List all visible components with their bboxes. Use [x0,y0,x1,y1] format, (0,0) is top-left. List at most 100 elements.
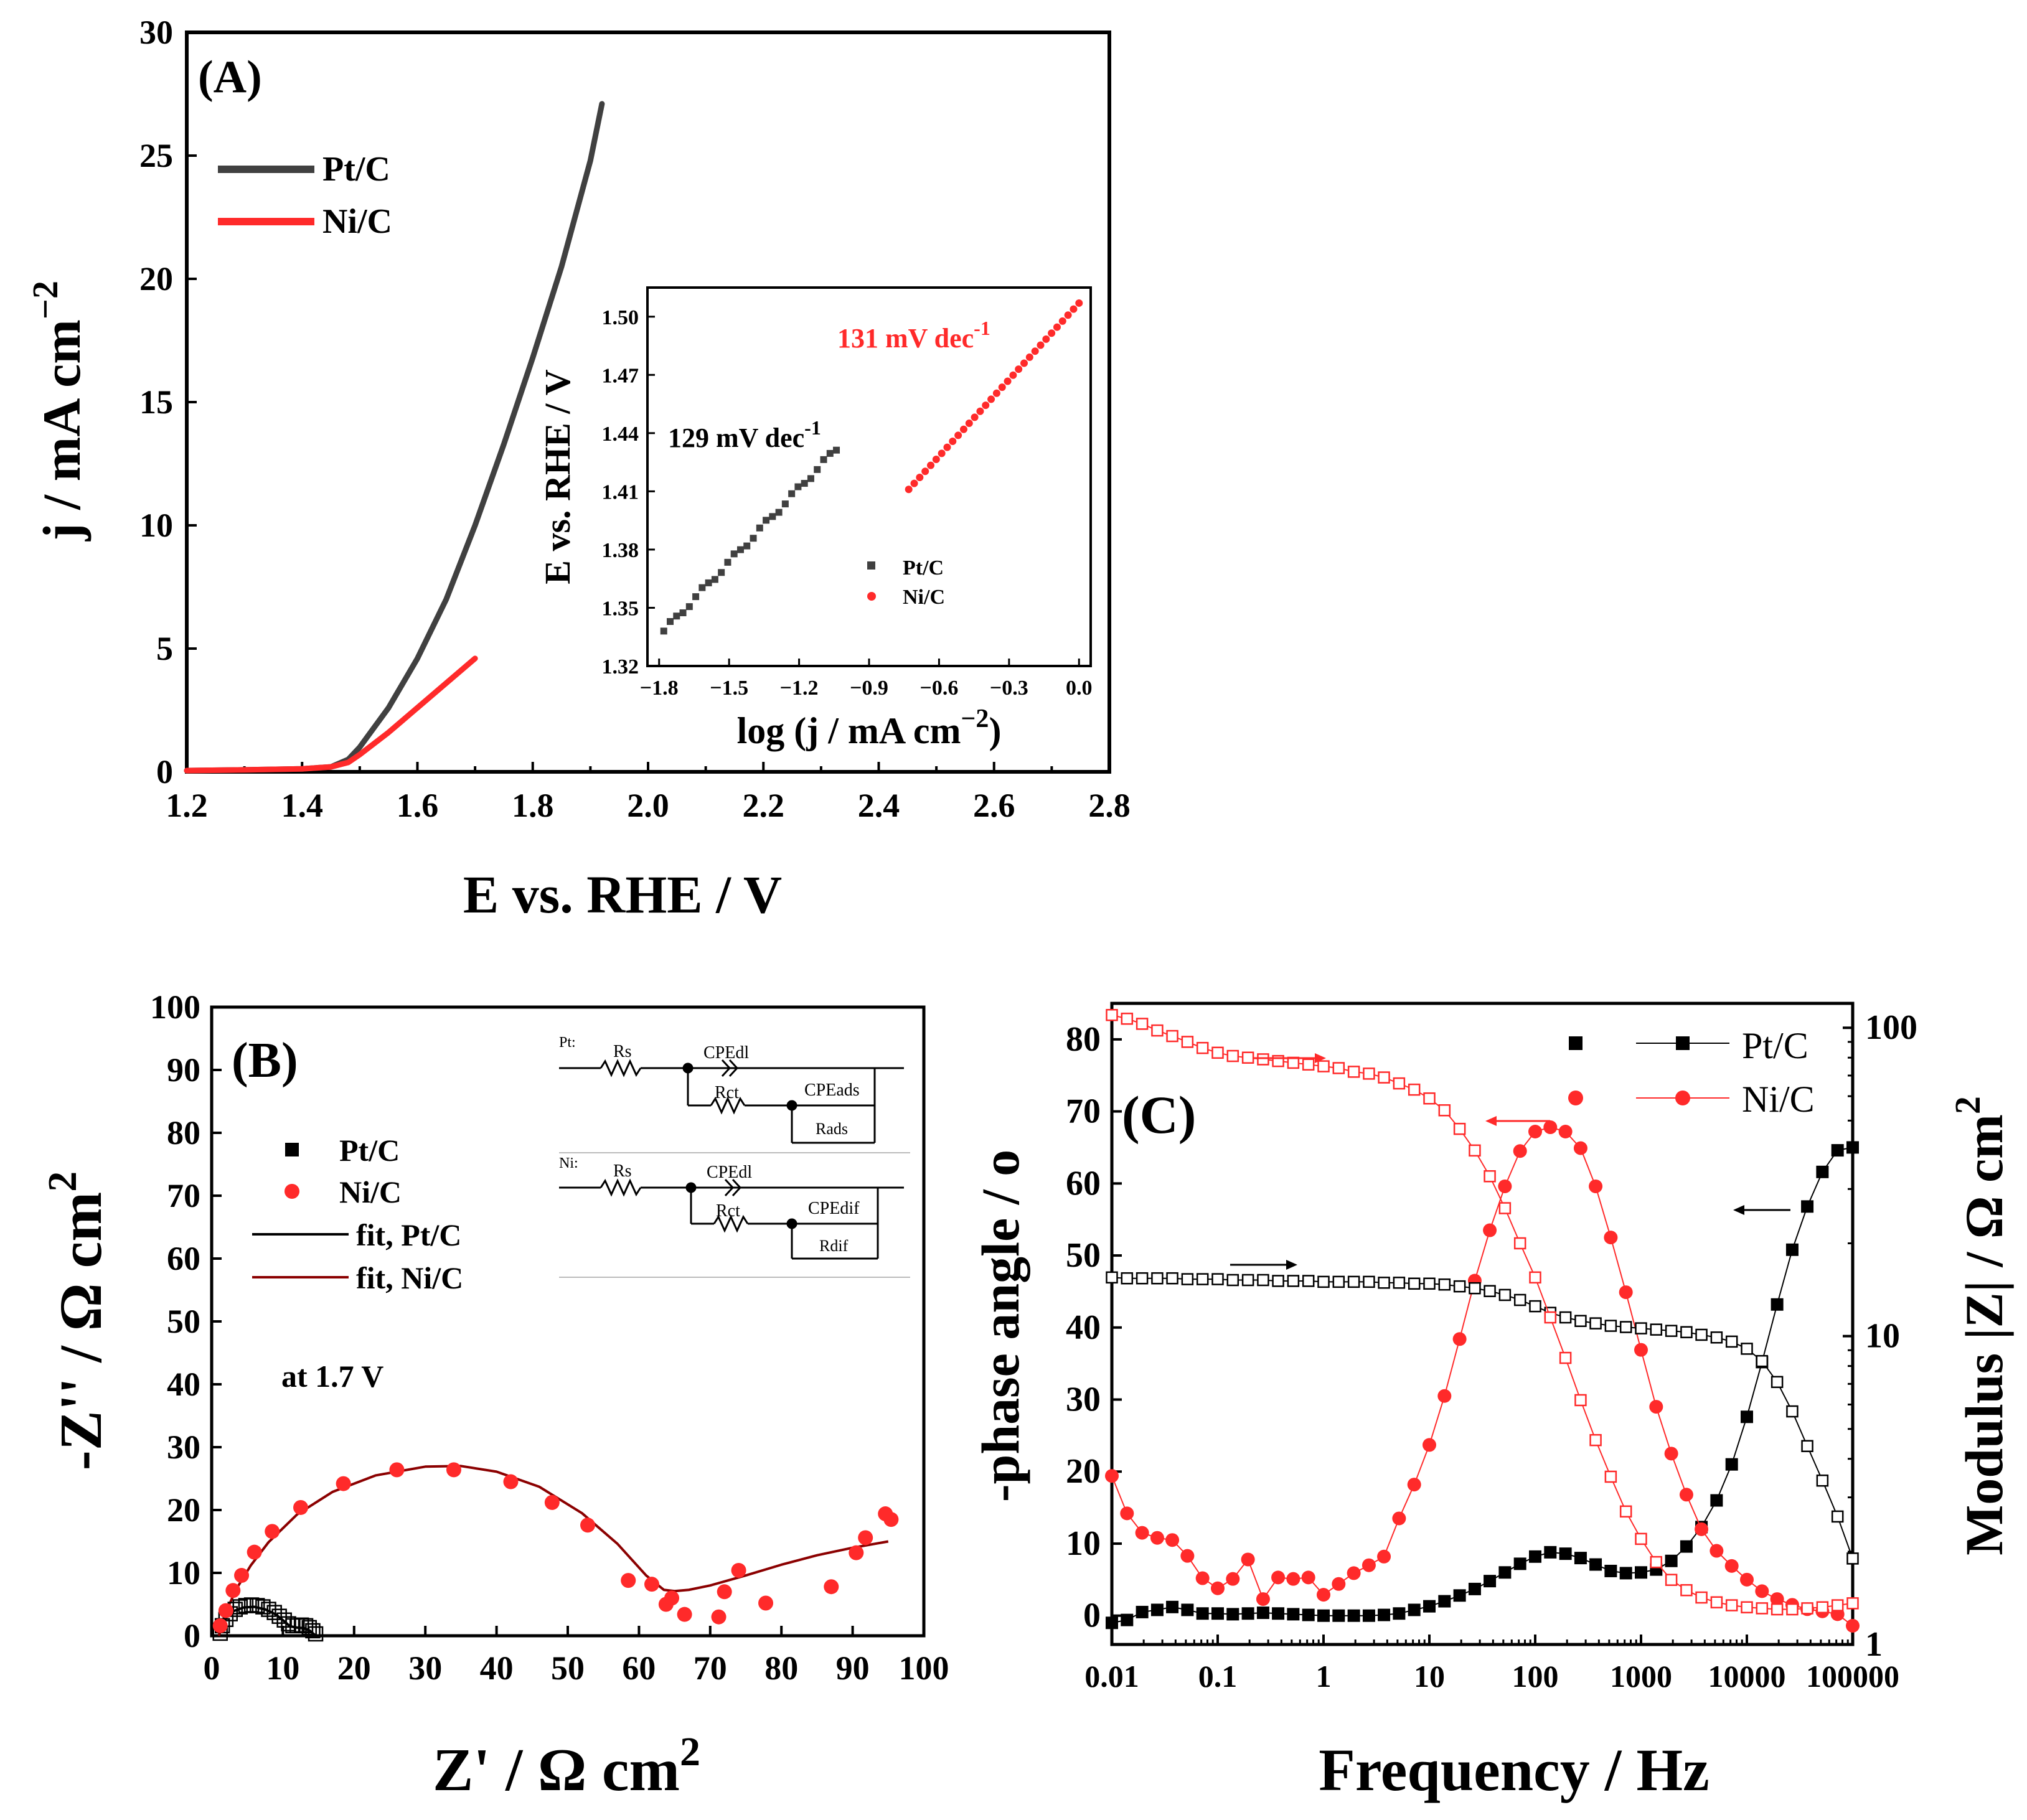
modulus-point-ni [1513,1237,1526,1250]
modulus-point-ni [1121,1012,1134,1025]
left-y-tick-label: 50 [1066,1236,1101,1275]
phase-point-pt [1604,1564,1617,1577]
phase-point-pt [1710,1494,1723,1507]
modulus-point-ni [1363,1067,1375,1080]
phase-point-ni [1619,1285,1633,1300]
modulus-point-ni [1302,1058,1315,1071]
phase-point-ni [1589,1179,1603,1193]
phase-point-pt [1181,1603,1194,1616]
inset-point-pt [679,609,687,617]
modulus-point-pt [1453,1280,1466,1293]
modulus-point-pt [1438,1278,1451,1291]
inset-point-pt [685,603,693,611]
inset-point-pt [673,612,680,620]
left-y-tick-label: 60 [1066,1164,1101,1203]
x-tick-label: 1 [1316,1659,1332,1694]
panel-b-fit-lines [217,1465,889,1636]
panel-a: 1.2 1.4 1.6 1.8 2.0 2.2 2.4 2.6 2.8 0 5 10 15 20 25 30… [25,14,1131,924]
inset-y-tick-label: 1.44 [602,423,639,446]
inset-point-ni [927,461,935,469]
panel-b-y-axis-label: -Z'' / Ω cm2 [40,1171,114,1470]
x-tick-label: 60 [622,1649,656,1687]
x-tick-label: 2.4 [858,787,900,824]
series-line-0 [1111,1147,1853,1624]
modulus-point-pt [1801,1440,1813,1452]
inset-point-pt [820,456,827,463]
inset-point-ni [1042,335,1050,343]
modulus-point-pt [1241,1274,1254,1287]
modulus-point-pt [1106,1271,1118,1284]
x-tick-label: 10000 [1708,1659,1786,1694]
modulus-point-ni [1786,1603,1799,1616]
phase-point-ni [1846,1618,1860,1633]
data-point-ni [677,1607,692,1622]
modulus-point-ni [1438,1104,1451,1117]
circuit-pt-cpe-ads: CPEads [804,1081,860,1100]
inset-y-ticks: 1.32 1.35 1.38 1.41 1.44 1.47 1.50 [602,306,655,678]
phase-point-ni [1407,1478,1421,1492]
inset-point-pt [692,593,700,601]
legend-label-fit-pt: fit, Pt/C [356,1217,461,1252]
modulus-point-ni [1347,1066,1360,1078]
phase-point-ni [1226,1572,1240,1586]
phase-point-pt [1106,1616,1118,1630]
circuit-pt [559,1059,910,1153]
left-y-tick-label: 10 [1066,1524,1101,1563]
inset-point-ni [1025,353,1033,361]
modulus-point-ni [1166,1030,1178,1043]
phase-point-pt [1846,1141,1859,1154]
phase-point-pt [1347,1609,1360,1622]
modulus-point-pt [1710,1331,1723,1344]
x-tick-label: 1.2 [166,787,208,824]
phase-point-pt [1635,1566,1647,1579]
modulus-point-pt [1741,1343,1753,1355]
inset-point-pt [801,480,808,487]
data-point-ni [544,1494,560,1510]
phase-point-ni [1165,1533,1180,1547]
arrow-left-ni-head [1485,1116,1497,1126]
y-tick-label: 20 [167,1491,200,1529]
data-point-ni [225,1583,241,1598]
modulus-point-pt [1559,1311,1572,1324]
circuit-pt-rads: Rads [816,1120,848,1138]
panel-a-legend: Pt/C Ni/C [218,150,392,241]
inset-y-tick-label: 1.47 [602,364,639,387]
modulus-point-pt [1151,1272,1164,1285]
modulus-point-pt [1619,1321,1632,1333]
phase-point-pt [1468,1582,1481,1595]
phase-point-pt [1619,1567,1632,1580]
x-tick-label: 0.1 [1198,1659,1238,1694]
phase-point-pt [1287,1608,1300,1621]
modulus-point-pt [1272,1275,1284,1287]
phase-point-ni [1286,1572,1300,1586]
phase-point-ni [1513,1144,1527,1158]
legend-label-fit-ni: fit, Ni/C [356,1260,463,1295]
phase-point-pt [1423,1600,1436,1613]
modulus-point-pt [1786,1405,1799,1418]
left-y-tick-label: 30 [1066,1381,1101,1419]
y-tick-label: 30 [139,14,173,51]
phase-point-pt [1725,1458,1738,1471]
modulus-point-ni [1741,1601,1753,1614]
inset-point-pt [781,500,789,508]
phase-point-ni [1301,1570,1315,1585]
data-point-pt [276,1612,292,1628]
y-tick-label: 50 [167,1303,200,1340]
data-point-ni [446,1462,461,1478]
data-point-ni [883,1512,899,1527]
inset-point-ni [992,389,1000,397]
inset-point-ni [949,438,957,446]
inset-legend-label-pt: Pt/C [903,556,944,579]
inset-y-tick-label: 1.32 [602,655,639,678]
phase-point-ni [1498,1179,1512,1193]
inset-point-pt [730,550,738,558]
x-tick-label: 2.0 [627,787,669,824]
circuit-pt-rct: Rct [715,1083,739,1102]
inset-point-ni [1070,305,1078,313]
circuit-ni-cpe-dl: CPEdl [707,1163,752,1182]
circuit-ni-cpe-dif: CPEdif [808,1199,860,1218]
inset-point-ni [905,485,913,494]
inset-point-ni [1064,311,1072,319]
phase-point-ni [1573,1141,1587,1155]
inset-point-pt [769,513,776,520]
